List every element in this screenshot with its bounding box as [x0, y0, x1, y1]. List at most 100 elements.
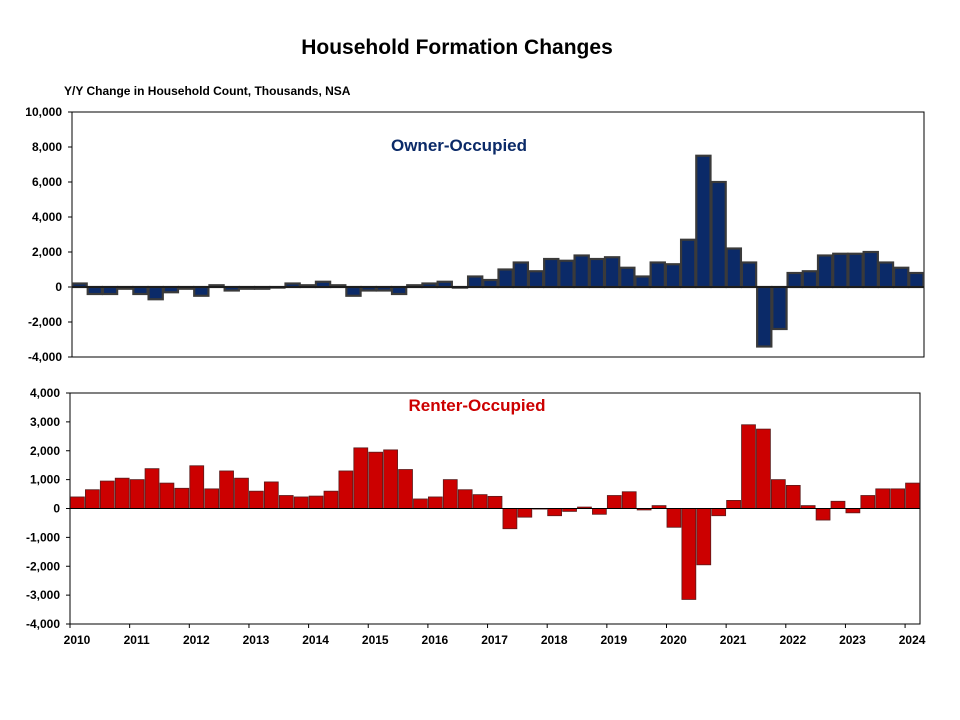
renter-bar: [189, 465, 205, 509]
renter-y-tick-label: -4,000: [26, 617, 60, 631]
renter-y-tick-label: 4,000: [30, 386, 60, 400]
x-tick-label: 2021: [720, 633, 747, 647]
renter-bar: [756, 428, 771, 509]
owner-y-tick-label: 0: [55, 280, 62, 294]
chart-subtitle: Y/Y Change in Household Count, Thousands…: [64, 84, 351, 98]
x-tick-label: 2022: [779, 633, 806, 647]
x-tick-label: 2015: [362, 633, 389, 647]
owner-bar: [101, 285, 119, 296]
owner-bar: [619, 266, 636, 289]
owner-bar: [588, 257, 606, 289]
owner-bar: [193, 285, 210, 297]
owner-bar: [771, 285, 788, 331]
renter-bar: [338, 470, 354, 509]
renter-y-tick-label: 2,000: [30, 444, 60, 458]
owner-bar: [512, 261, 530, 289]
renter-bar: [323, 490, 339, 509]
renter-y-tick-label: 1,000: [30, 473, 60, 487]
x-tick-label: 2013: [243, 633, 270, 647]
renter-bar: [398, 469, 413, 509]
owner-bar: [908, 271, 925, 289]
owner-bar: [725, 247, 743, 289]
owner-bar: [86, 285, 104, 296]
owner-bar: [801, 270, 819, 289]
x-axis: 2010 2011 2012 2013 2014 2015 2016 2017 2018 2019…: [64, 624, 926, 647]
renter-bar: [815, 508, 831, 521]
renter-y-tick-label: -2,000: [26, 559, 60, 573]
renter-bar: [502, 508, 518, 530]
renter-bar: [726, 500, 741, 509]
renter-bar: [860, 495, 876, 509]
owner-bar: [679, 238, 697, 289]
owner-series-label: Owner-Occupied: [391, 136, 527, 155]
renter-bar: [234, 477, 249, 509]
renter-bar: [592, 508, 607, 515]
renter-bar: [770, 479, 786, 509]
owner-bar: [421, 282, 438, 289]
renter-bar: [159, 482, 175, 509]
renter-bar: [427, 496, 443, 509]
owner-bar: [862, 250, 879, 289]
owner-y-tick-label: 4,000: [32, 210, 62, 224]
owner-bar: [436, 280, 453, 289]
x-tick-label: 2018: [541, 633, 568, 647]
renter-occupied-panel: 4,000 3,000 2,000 1,000 0 -1,000 -2,000 -3,000 -…: [26, 386, 921, 631]
renter-bar: [606, 495, 622, 509]
renter-bar: [741, 424, 756, 509]
owner-bar: [892, 266, 910, 289]
renter-bar: [905, 482, 920, 509]
owner-y-tick-label: 10,000: [25, 105, 62, 119]
chart-title: Household Formation Changes: [301, 36, 613, 59]
renter-bar: [472, 494, 488, 509]
x-tick-label: 2011: [124, 633, 150, 647]
renter-bar: [204, 488, 220, 509]
x-tick-label: 2010: [64, 633, 91, 647]
owner-bar: [162, 285, 180, 294]
owner-bar: [314, 280, 332, 289]
owner-bar: [664, 263, 682, 289]
x-tick-label: 2023: [839, 633, 866, 647]
renter-bar: [174, 487, 190, 509]
owner-bar: [695, 154, 712, 289]
owner-bar: [756, 285, 773, 348]
owner-bar: [360, 285, 377, 292]
renter-bar: [845, 508, 861, 514]
renter-bar: [263, 481, 279, 509]
renter-bar: [278, 495, 294, 509]
owner-bar: [223, 285, 240, 292]
renter-bar: [890, 488, 905, 509]
renter-bar: [99, 480, 115, 509]
renter-bar: [696, 508, 712, 566]
owner-bar: [375, 285, 393, 292]
renter-bar: [517, 508, 533, 518]
owner-bar: [816, 254, 834, 289]
renter-bar: [219, 470, 234, 509]
renter-bar: [293, 496, 309, 509]
renter-bar: [666, 508, 682, 528]
owner-y-tick-label: -4,000: [28, 350, 62, 364]
owner-bar: [740, 261, 758, 289]
renter-y-tick-label: -1,000: [26, 530, 60, 544]
owner-bar: [786, 271, 803, 289]
owner-bar: [847, 252, 864, 289]
renter-bar: [457, 489, 473, 509]
renter-bar: [621, 491, 637, 509]
x-tick-label: 2020: [660, 633, 687, 647]
x-tick-label: 2024: [899, 633, 926, 647]
x-tick-label: 2019: [600, 633, 627, 647]
x-tick-label: 2016: [422, 633, 449, 647]
owner-bar: [558, 259, 575, 289]
owner-bar: [634, 275, 651, 289]
owner-bar: [832, 252, 849, 289]
renter-bar: [711, 508, 727, 517]
owner-bar: [649, 261, 666, 289]
renter-bar: [249, 490, 264, 509]
renter-bar: [413, 498, 428, 509]
renter-y-tick-label: 3,000: [30, 415, 60, 429]
renter-bar: [308, 495, 324, 509]
owner-y-tick-label: 8,000: [32, 140, 62, 154]
renter-bar: [681, 508, 697, 600]
x-tick-label: 2014: [302, 633, 329, 647]
renter-bar: [129, 479, 145, 509]
